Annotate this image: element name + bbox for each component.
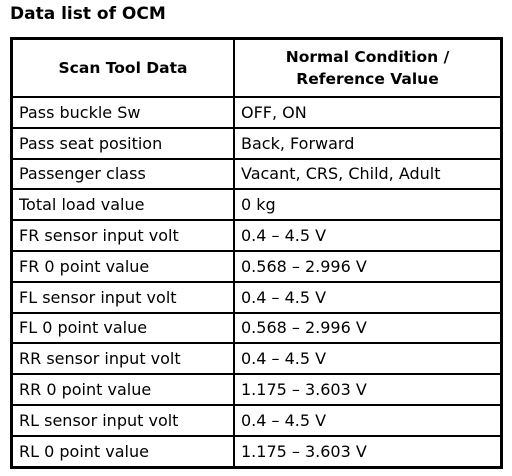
value-cell: Back, Forward [233,126,503,160]
title: Data list of OCM [10,4,166,24]
parameter-cell: FL sensor input volt [10,280,235,314]
parameter-cell: FR sensor input volt [10,219,235,252]
table-row: RL sensor input volt 0.4 – 4.5 V [10,403,503,437]
value-cell: 0.4 – 4.5 V [233,342,503,376]
table-row: FR sensor input volt 0.4 – 4.5 V [10,219,503,252]
parameter-cell: Pass buckle Sw [10,96,235,129]
value-cell: OFF, ON [233,96,503,129]
parameter-cell: FL 0 point value [10,311,235,345]
table-row: RL 0 point value 1.175 – 3.603 V [10,434,503,469]
value-cell: 0.4 – 4.5 V [233,280,503,314]
data-table: Scan Tool Data Normal Condition / Refere… [10,37,503,469]
table-row: FL 0 point value 0.568 – 2.996 V [10,311,503,345]
parameter-cell: FR 0 point value [10,249,235,283]
value-cell: 0.4 – 4.5 V [233,219,503,252]
parameter-cell: Pass seat position [10,126,235,160]
parameter-cell: Total load value [10,188,235,222]
value-cell: 0 kg [233,188,503,222]
header-row: Scan Tool Data Normal Condition / Refere… [10,37,503,98]
value-cell: 1.175 – 3.603 V [233,434,503,469]
table-row: RR sensor input volt 0.4 – 4.5 V [10,342,503,376]
parameter-cell: RL 0 point value [10,434,235,469]
value-cell: Vacant, CRS, Child, Adult [233,157,503,191]
table-row: Passenger class Vacant, CRS, Child, Adult [10,157,503,191]
table-row: Total load value 0 kg [10,188,503,222]
table-row: FL sensor input volt 0.4 – 4.5 V [10,280,503,314]
table-row: Pass buckle Sw OFF, ON [10,96,503,129]
column-header-text: Normal Condition / Reference Value [285,48,450,88]
column-header: Scan Tool Data [10,37,235,98]
parameter-cell: RL sensor input volt [10,403,235,437]
value-cell: 1.175 – 3.603 V [233,373,503,406]
value-cell: 0.568 – 2.996 V [233,249,503,283]
table-row: Pass seat position Back, Forward [10,126,503,160]
parameter-cell: RR sensor input volt [10,342,235,376]
table-row: FR 0 point value 0.568 – 2.996 V [10,249,503,283]
parameter-cell: RR 0 point value [10,373,235,406]
table-row: RR 0 point value 1.175 – 3.603 V [10,373,503,406]
value-cell: 0.4 – 4.5 V [233,403,503,437]
parameter-cell: Passenger class [10,157,235,191]
value-cell: 0.568 – 2.996 V [233,311,503,345]
column-header: Normal Condition / Reference Value [233,37,503,98]
table-body: Pass buckle Sw OFF, ON Pass seat position B… [10,96,503,469]
